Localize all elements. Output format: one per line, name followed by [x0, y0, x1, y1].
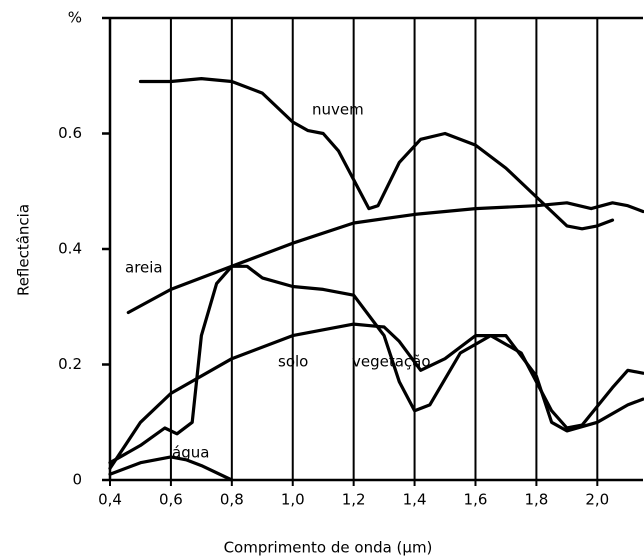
curve	[126, 201, 644, 315]
x-tick-label: 2,0	[585, 491, 609, 509]
curve	[108, 264, 644, 465]
y-tick-label: 0.6	[58, 124, 82, 142]
x-tick-label: 1,0	[281, 491, 305, 509]
series-label: areia	[125, 259, 163, 277]
y-axis-label: Reflectância	[15, 204, 33, 296]
x-tick-label: 1,8	[524, 491, 548, 509]
x-tick-label: 1,6	[464, 491, 488, 509]
curve	[108, 322, 644, 470]
x-tick-label: 1,4	[403, 491, 427, 509]
x-tick-label: 0,8	[220, 491, 244, 509]
series-label: solo	[278, 353, 308, 371]
curve	[108, 455, 234, 482]
x-axis-label: Comprimento de onda (μm)	[224, 539, 433, 557]
curve	[138, 76, 615, 231]
y-tick-label: 0	[72, 471, 82, 489]
y-tick-label: 0.4	[58, 240, 82, 258]
x-tick-label: 1,2	[342, 491, 366, 509]
series-label: nuvem	[312, 101, 364, 119]
x-tick-label: 0,6	[159, 491, 183, 509]
x-tick-label: 0,4	[98, 491, 122, 509]
series-label: água	[172, 444, 209, 462]
y-tick-label: %	[68, 9, 82, 27]
y-tick-label: 0.2	[58, 355, 82, 373]
